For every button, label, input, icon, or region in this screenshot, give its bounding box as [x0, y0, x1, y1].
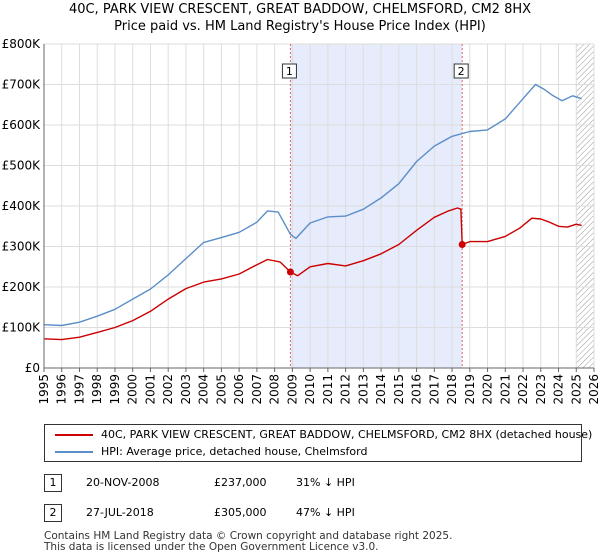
footer-line: Contains HM Land Registry data © Crown c…: [44, 530, 453, 542]
y-tick-label: £700K: [2, 78, 42, 92]
x-tick-label: 2026: [587, 374, 600, 405]
y-tick-label: £100K: [2, 321, 42, 335]
transaction-badge: 1: [44, 474, 62, 492]
legend-label-hpi: HPI: Average price, detached house, Chel…: [101, 445, 368, 458]
x-tick-label: 2022: [516, 374, 530, 405]
x-tick-label: 2014: [374, 374, 388, 405]
x-tick-label: 2004: [197, 374, 211, 405]
x-tick-label: 2019: [463, 374, 477, 405]
x-tick-label: 2013: [356, 374, 370, 405]
transaction-hpi-diff: 31% ↓ HPI: [296, 476, 355, 489]
x-tick-label: 2002: [161, 374, 175, 405]
transaction-row: 1 20-NOV-2008 £237,000 31% ↓ HPI: [0, 473, 600, 493]
transaction-price: £305,000: [214, 506, 267, 519]
transaction-badge: 2: [44, 504, 62, 522]
transaction-price: £237,000: [214, 476, 267, 489]
y-tick-label: £400K: [2, 199, 42, 213]
x-tick-label: 2025: [569, 374, 583, 405]
legend-item-property: 40C, PARK VIEW CRESCENT, GREAT BADDOW, C…: [45, 427, 592, 443]
x-tick-label: 2000: [126, 374, 140, 405]
y-tick-label: £500K: [2, 159, 42, 173]
chart-title-address: 40C, PARK VIEW CRESCENT, GREAT BADDOW, C…: [68, 2, 532, 17]
transaction-hpi-diff: 47% ↓ HPI: [296, 506, 355, 519]
x-tick-label: 2001: [143, 374, 157, 405]
sale-marker-label: 2: [458, 65, 465, 78]
sale-marker-label: 1: [286, 65, 293, 78]
x-tick-label: 2010: [303, 374, 317, 405]
series-line-property: [43, 207, 582, 341]
series-line-hpi: [43, 83, 582, 327]
x-tick-label: 1995: [37, 374, 51, 405]
x-tick-label: 2009: [285, 374, 299, 405]
footer-attribution: Contains HM Land Registry data © Crown c…: [44, 531, 452, 553]
x-tick-label: 1998: [90, 374, 104, 405]
x-tick-label: 2024: [552, 374, 566, 405]
sale-marker-box: [453, 63, 469, 79]
x-tick-label: 2008: [268, 374, 282, 405]
legend-swatch-property: [55, 434, 93, 436]
transaction-date: 20-NOV-2008: [86, 476, 160, 489]
x-tick-label: 2012: [339, 374, 353, 405]
x-tick-label: 2023: [534, 374, 548, 405]
transaction-row: 2 27-JUL-2018 £305,000 47% ↓ HPI: [0, 503, 600, 523]
x-tick-label: 2003: [179, 374, 193, 405]
x-tick-label: 1996: [55, 374, 69, 405]
x-tick-label: 2021: [498, 374, 512, 405]
footer-line: This data is licensed under the Open Gov…: [44, 541, 379, 553]
y-tick-label: £300K: [2, 240, 42, 254]
x-tick-label: 2005: [214, 374, 228, 405]
legend-item-hpi: HPI: Average price, detached house, Chel…: [45, 444, 579, 460]
x-tick-label: 2017: [427, 374, 441, 405]
y-tick-label: £0: [25, 361, 40, 375]
legend-swatch-hpi: [55, 451, 93, 453]
legend-label-property: 40C, PARK VIEW CRESCENT, GREAT BADDOW, C…: [101, 428, 593, 441]
x-tick-label: 2006: [232, 374, 246, 405]
x-tick-label: 2020: [481, 374, 495, 405]
y-tick-label: £600K: [2, 118, 42, 132]
sale-point: [286, 268, 294, 276]
x-tick-label: 2018: [445, 374, 459, 405]
x-tick-label: 2016: [410, 374, 424, 405]
x-tick-label: 2007: [250, 374, 264, 405]
sale-point: [458, 240, 466, 248]
chart-subtitle: Price paid vs. HM Land Registry's House …: [114, 19, 486, 34]
transaction-date: 27-JUL-2018: [86, 506, 154, 519]
x-tick-label: 2011: [321, 374, 335, 405]
y-tick-label: £800K: [2, 37, 42, 51]
price-chart: £0 £100K £200K £300K £400K £500K £600K £700K £80…: [2, 37, 600, 405]
x-tick-label: 1999: [108, 374, 122, 405]
chart-legend: 40C, PARK VIEW CRESCENT, GREAT BADDOW, C…: [44, 424, 592, 462]
x-tick-label: 1997: [72, 374, 86, 405]
x-tick-label: 2015: [392, 374, 406, 405]
sale-marker-box: [281, 63, 297, 79]
y-tick-label: £200K: [2, 280, 42, 294]
